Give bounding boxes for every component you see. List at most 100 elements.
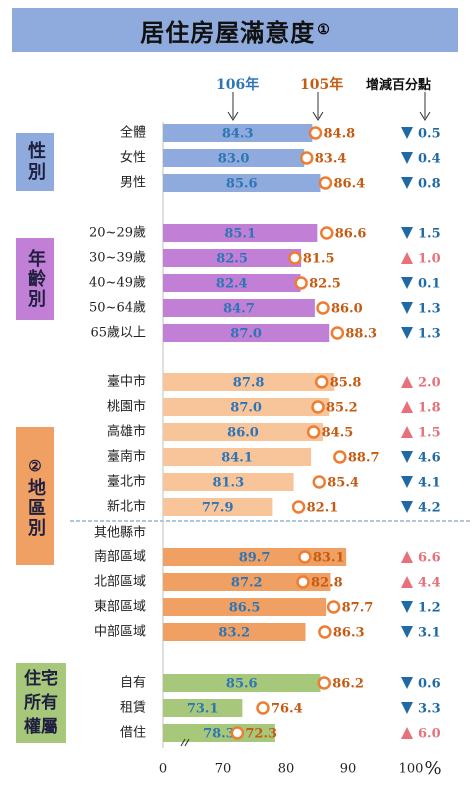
- value-106-label: 87.0: [230, 327, 262, 342]
- decrease-triangle-icon: [401, 702, 413, 714]
- bar-106: [163, 373, 335, 391]
- marker-105: [294, 276, 308, 290]
- marker-105: [326, 600, 341, 614]
- bar-106: [163, 598, 327, 616]
- change-value-label: 1.3: [418, 302, 441, 317]
- value-106-label: 83.2: [218, 626, 250, 641]
- value-106-label: 73.1: [187, 702, 219, 717]
- marker-105: [312, 475, 326, 489]
- value-105-label: 76.4: [271, 702, 303, 717]
- value-106-label: 82.4: [216, 277, 248, 292]
- change-value-label: 0.8: [418, 177, 441, 192]
- x-tick-label: 80: [278, 762, 295, 777]
- value-106-label: 85.6: [226, 177, 258, 192]
- bar-106: [163, 699, 243, 717]
- change-value-label: 1.5: [418, 426, 441, 441]
- value-106-label: 87.8: [233, 376, 265, 391]
- marker-105: [296, 575, 310, 589]
- legend-105: 105年: [300, 77, 344, 93]
- value-106-label: 85.1: [224, 227, 256, 242]
- marker-105: [230, 726, 245, 740]
- decrease-triangle-icon: [401, 227, 413, 239]
- decrease-triangle-icon: [401, 127, 413, 139]
- legend-105-arrowhead: [312, 111, 324, 121]
- bar-106: [163, 124, 313, 142]
- decrease-triangle-icon: [401, 277, 413, 289]
- bar-106: [163, 573, 331, 591]
- group-region-label: 地區別: [25, 478, 46, 538]
- bar-106: [163, 423, 323, 441]
- value-105-label: 85.4: [327, 476, 359, 491]
- row-label: 借住: [120, 726, 146, 741]
- change-value-label: 4.4: [418, 576, 441, 591]
- chart-rows: 全體 84.3 84.8 0.5 女性 83.0 83.4 0.4 男性 85.6 86.4 0.8 2…: [89, 124, 441, 742]
- row-label: 新北市: [107, 499, 146, 515]
- marker-105: [318, 176, 333, 190]
- bar-106: [163, 149, 305, 167]
- change-value-label: 1.2: [418, 601, 441, 616]
- marker-105: [315, 375, 329, 389]
- row-label: 南部區域: [94, 549, 146, 565]
- value-106-label: 84.3: [222, 127, 254, 142]
- change-value-label: 0.6: [418, 677, 441, 692]
- value-106-label: 87.0: [230, 401, 262, 416]
- legend-106: 106年: [216, 77, 260, 93]
- increase-triangle-icon: [401, 376, 413, 388]
- bar-106: [163, 398, 330, 416]
- row-label: 自有: [120, 676, 146, 691]
- chart-title-banner: 居住房屋滿意度 ①: [12, 8, 458, 52]
- row-label: 65歲以上: [90, 326, 146, 341]
- value-105-label: 86.0: [331, 302, 363, 317]
- row-label: 臺北市: [107, 474, 146, 490]
- x-tick-label: 0: [159, 762, 167, 777]
- bar-106: [163, 224, 318, 242]
- group-region: ② 地區別: [16, 427, 54, 565]
- decrease-triangle-icon: [401, 451, 413, 463]
- change-value-label: 4.2: [418, 501, 441, 516]
- bar-106: [163, 249, 302, 267]
- value-105-label: 81.5: [303, 252, 335, 267]
- marker-105: [288, 251, 302, 265]
- row-label: 桃園市: [107, 399, 146, 415]
- value-105-label: 88.7: [348, 451, 380, 466]
- change-value-label: 2.0: [418, 376, 441, 391]
- value-105-label: 82.8: [311, 576, 343, 591]
- change-arrowhead: [419, 111, 431, 121]
- change-value-label: 4.6: [418, 451, 441, 466]
- value-105-label: 86.2: [332, 677, 364, 692]
- change-value-label: 0.4: [418, 152, 441, 167]
- bar-106: [163, 174, 321, 192]
- change-value-label: 0.5: [418, 127, 441, 142]
- group-tenure-label: 住宅所有權屬: [24, 669, 58, 737]
- marker-105: [311, 400, 325, 414]
- row-label: 其他縣市: [94, 525, 146, 541]
- decrease-triangle-icon: [401, 501, 413, 513]
- decrease-triangle-icon: [401, 626, 413, 638]
- decrease-triangle-icon: [401, 152, 413, 164]
- decrease-triangle-icon: [401, 601, 413, 613]
- marker-105: [318, 625, 332, 639]
- row-label: 東部區域: [94, 599, 146, 615]
- group-age-label: 年齡別: [25, 249, 46, 309]
- marker-105: [300, 151, 314, 165]
- decrease-triangle-icon: [401, 302, 413, 314]
- value-105-label: 83.1: [313, 551, 345, 566]
- row-label: 北部區域: [94, 575, 146, 590]
- value-106-label: 84.1: [221, 451, 253, 466]
- value-106-label: 82.5: [216, 252, 248, 267]
- change-value-label: 0.1: [418, 277, 441, 292]
- marker-105: [316, 301, 330, 315]
- change-value-label: 1.5: [418, 227, 441, 242]
- group-region-note: ②: [28, 457, 42, 475]
- axis-break-icon: [180, 738, 190, 747]
- value-106-label: 86.5: [229, 601, 261, 616]
- group-gender: 性別: [16, 133, 54, 191]
- row-label: 臺南市: [107, 449, 146, 465]
- value-106-label: 83.0: [218, 152, 250, 167]
- marker-105: [306, 425, 321, 439]
- x-tick-label: 90: [340, 762, 357, 777]
- group-tenure: 住宅所有權屬: [16, 663, 66, 743]
- change-value-label: 6.6: [418, 551, 441, 566]
- value-106-label: 89.7: [239, 551, 271, 566]
